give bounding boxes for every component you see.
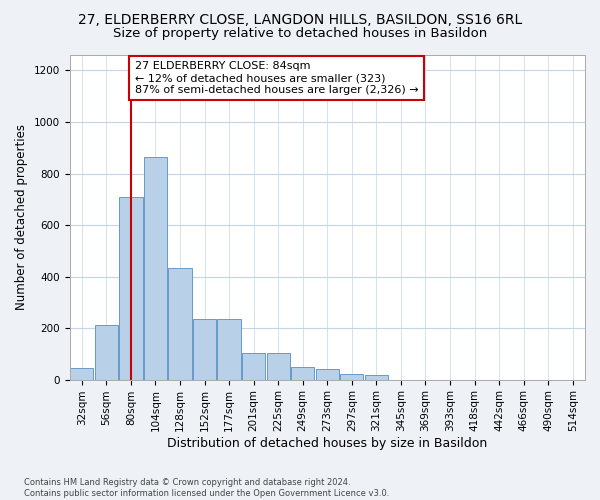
Bar [70,368,94,380]
Bar [266,352,290,380]
Bar [340,374,364,380]
Bar [217,319,241,380]
Bar [316,370,339,380]
Text: Size of property relative to detached houses in Basildon: Size of property relative to detached ho… [113,28,487,40]
Bar [119,196,143,380]
Bar [365,375,388,380]
Bar [169,268,191,380]
Bar [193,319,216,380]
Text: 27 ELDERBERRY CLOSE: 84sqm
← 12% of detached houses are smaller (323)
87% of sem: 27 ELDERBERRY CLOSE: 84sqm ← 12% of deta… [134,62,418,94]
Text: Contains HM Land Registry data © Crown copyright and database right 2024.
Contai: Contains HM Land Registry data © Crown c… [24,478,389,498]
Y-axis label: Number of detached properties: Number of detached properties [15,124,28,310]
X-axis label: Distribution of detached houses by size in Basildon: Distribution of detached houses by size … [167,437,487,450]
Text: 27, ELDERBERRY CLOSE, LANGDON HILLS, BASILDON, SS16 6RL: 27, ELDERBERRY CLOSE, LANGDON HILLS, BAS… [78,12,522,26]
Bar [242,352,265,380]
Bar [95,326,118,380]
Bar [291,368,314,380]
Bar [144,157,167,380]
